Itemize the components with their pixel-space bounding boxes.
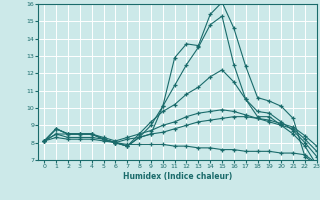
X-axis label: Humidex (Indice chaleur): Humidex (Indice chaleur) — [123, 172, 232, 181]
